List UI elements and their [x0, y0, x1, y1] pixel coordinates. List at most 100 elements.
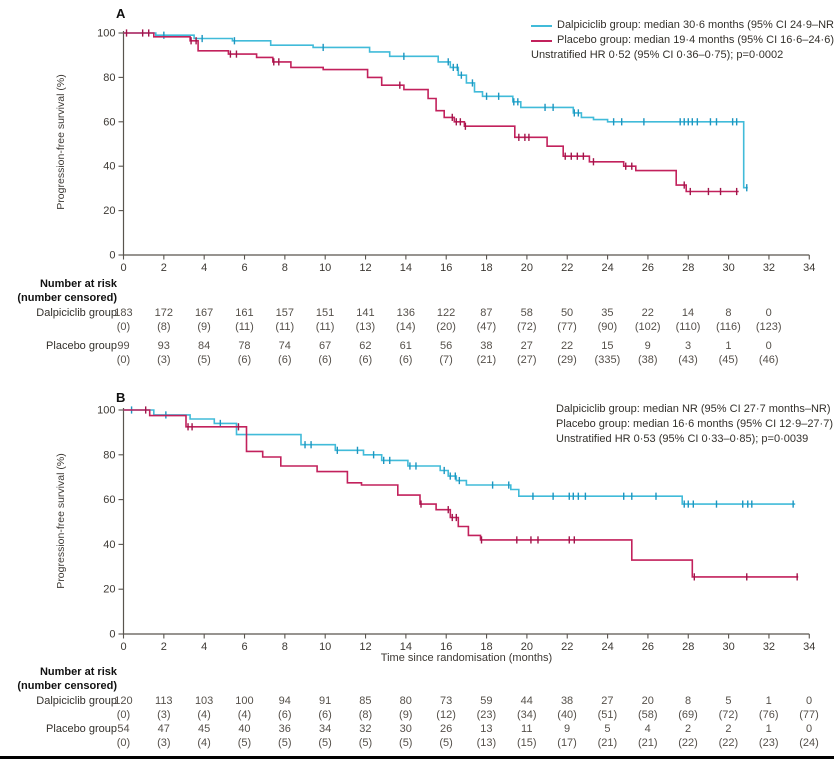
x-tick-label: 6 [241, 262, 247, 274]
risk-value-cell: 27 [520, 340, 533, 352]
risk-table-b-header: Number at risk [39, 666, 117, 678]
placebo-curve-censor-marks [144, 406, 798, 581]
legend-entry-placebo: Placebo group: median 16·6 months (95% C… [556, 418, 833, 430]
censored-value-cell: (3) [157, 737, 171, 749]
risk-value-cell: 47 [157, 723, 170, 735]
risk-value-cell: 26 [439, 723, 453, 735]
x-tick-label: 28 [682, 641, 694, 653]
panel-b-plot: 0 2 4 6 8 10 12 14 16 18 20 22 24 26 28 30 32 34020406080… [97, 405, 815, 654]
censored-value-cell: (5) [278, 737, 292, 749]
censored-value-cell: (5) [399, 737, 413, 749]
x-tick-label: 28 [682, 262, 694, 274]
risk-value-cell: 183 [114, 307, 133, 319]
y-tick-label: 100 [97, 405, 115, 417]
censored-value-cell: (17) [557, 737, 577, 749]
risk-value-cell: 120 [114, 695, 133, 707]
risk-value-cell: 5 [604, 723, 611, 735]
x-tick-label: 12 [359, 641, 371, 653]
censored-values-row: (0) (3) (4) (5) (5) (5) (5) (5) (5) (13) (15) (17) (… [103, 737, 829, 749]
risk-value-cell: 113 [155, 695, 173, 707]
censored-value-cell: (14) [395, 321, 416, 333]
risk-value-cell: 1 [765, 695, 772, 707]
censored-value-cell: (7) [439, 354, 453, 366]
placebo-curve-censor-marks [125, 29, 738, 196]
censored-value-cell: (13) [355, 321, 376, 333]
censored-value-cell: (9) [197, 321, 211, 333]
panel-b-legend: Dalpiciclib group: median NR (95% CI 27·… [556, 402, 833, 447]
x-tick-label: 22 [561, 641, 573, 653]
censored-value-cell: (6) [399, 354, 413, 366]
placebo-curve [123, 32, 739, 193]
censored-value-cell: (15) [516, 737, 537, 749]
risk-value-cell: 59 [480, 695, 493, 707]
censored-value-cell: (77) [799, 709, 819, 721]
risk-value-cell: 172 [154, 307, 173, 319]
x-tick-label: 12 [359, 262, 371, 274]
risk-value-cell: 45 [197, 723, 211, 735]
hr-note: Unstratified HR 0·52 (95% CI 0·36–0·75);… [531, 49, 784, 61]
risk-value-cell: 30 [399, 723, 412, 735]
x-tick-label: 18 [480, 641, 492, 653]
risk-table-b-subheader: (number censored) [17, 680, 117, 692]
x-tick-label: 4 [201, 262, 207, 274]
risk-value-cell: 50 [560, 307, 574, 319]
x-tick-label: 32 [763, 641, 775, 653]
censored-value-cell: (0) [116, 354, 131, 366]
risk-values-row: 120 113 103 100 94 91 85 80 73 59 44 38 27 20 8 5 1 0 [103, 695, 829, 707]
censored-value-cell: (22) [678, 737, 698, 749]
censored-value-cell: (6) [237, 354, 252, 366]
x-tick-label: 8 [282, 641, 288, 653]
risk-table-a-subheader: (number censored) [17, 292, 117, 304]
x-tick-label: 30 [722, 262, 734, 274]
risk-value-cell: 14 [681, 307, 695, 319]
risk-value-cell: 34 [318, 723, 332, 735]
censored-value-cell: (3) [157, 354, 171, 366]
risk-value-cell: 99 [117, 340, 130, 352]
censored-value-cell: (43) [678, 354, 698, 366]
risk-values-row: 183 172 167 161 157 151 141 136 122 87 58 50 35 22 14 8… [103, 307, 789, 319]
risk-value-cell: 32 [359, 723, 372, 735]
risk-value-cell: 167 [194, 307, 214, 319]
censored-value-cell: (72) [516, 321, 537, 333]
risk-value-cell: 38 [560, 695, 574, 707]
x-tick-label: 6 [241, 641, 247, 653]
censored-value-cell: (123) [755, 321, 782, 333]
censored-value-cell: (6) [278, 709, 292, 721]
risk-row-label-placebo: Placebo group [46, 723, 117, 735]
risk-value-cell: 161 [235, 307, 254, 319]
censored-value-cell: (5) [358, 737, 373, 749]
y-tick-label: 80 [103, 72, 115, 84]
risk-values-row: 54 47 45 40 36 34 32 30 26 13 11 9 5 4 2 2 1 0 [103, 723, 829, 735]
legend-entry-dalpiciclib: Dalpiciclib group: median NR (95% CI 27·… [556, 403, 831, 415]
risk-values-row: 99 93 84 78 74 67 62 61 56 38 27 22 15 9 3 1 0 [103, 340, 789, 352]
y-tick-label: 80 [103, 449, 115, 461]
censored-value-cell: (21) [476, 354, 497, 366]
risk-value-cell: 2 [725, 723, 732, 735]
risk-table-a-header: Number at risk [39, 278, 117, 290]
x-tick-label: 16 [440, 641, 452, 653]
censored-value-cell: (6) [318, 354, 332, 366]
risk-row-label-dalpiciclib: Dalpiciclib group [36, 307, 117, 319]
censored-value-cell: (21) [637, 737, 658, 749]
panel-b-label: B [116, 390, 126, 405]
legend-text: Dalpiciclib group: median 30·6 months (9… [557, 19, 834, 31]
censored-value-cell: (77) [557, 321, 577, 333]
censored-value-cell: (12) [436, 709, 456, 721]
x-tick-label: 8 [282, 262, 288, 274]
risk-value-cell: 4 [644, 723, 651, 735]
x-tick-label: 0 [120, 262, 126, 274]
risk-value-cell: 1 [725, 340, 732, 352]
censored-value-cell: (72) [718, 709, 739, 721]
censored-value-cell: (11) [315, 321, 335, 333]
risk-value-cell: 22 [641, 307, 654, 319]
censored-value-cell: (5) [197, 354, 211, 366]
risk-value-cell: 84 [197, 340, 211, 352]
x-tick-label: 10 [319, 641, 331, 653]
risk-value-cell: 9 [644, 340, 651, 352]
risk-value-cell: 141 [356, 307, 375, 319]
legend-text: Placebo group: median 19·4 months (95% C… [557, 34, 834, 46]
censored-value-cell: (29) [557, 354, 577, 366]
x-tick-label: 24 [601, 641, 613, 653]
risk-value-cell: 157 [275, 307, 294, 319]
risk-value-cell: 27 [601, 695, 614, 707]
